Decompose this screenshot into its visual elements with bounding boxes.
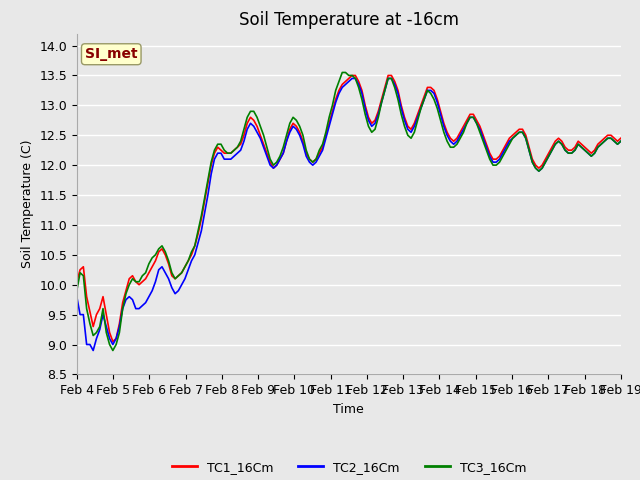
TC1_16Cm: [348, 72, 356, 78]
TC1_16Cm: [436, 108, 444, 114]
TC1_16Cm: [351, 72, 359, 78]
TC2_16Cm: [358, 91, 365, 96]
Line: TC1_16Cm: TC1_16Cm: [77, 75, 621, 341]
TC2_16Cm: [73, 294, 81, 300]
TC3_16Cm: [617, 138, 625, 144]
Text: SI_met: SI_met: [85, 47, 138, 61]
TC2_16Cm: [152, 279, 159, 285]
TC2_16Cm: [90, 348, 97, 353]
Title: Soil Temperature at -16cm: Soil Temperature at -16cm: [239, 11, 459, 29]
TC3_16Cm: [152, 252, 159, 258]
TC3_16Cm: [148, 255, 156, 261]
TC2_16Cm: [148, 288, 156, 294]
Legend: TC1_16Cm, TC2_16Cm, TC3_16Cm: TC1_16Cm, TC2_16Cm, TC3_16Cm: [166, 456, 531, 479]
TC3_16Cm: [109, 348, 116, 353]
X-axis label: Time: Time: [333, 403, 364, 416]
TC1_16Cm: [73, 279, 81, 285]
TC1_16Cm: [617, 135, 625, 141]
TC2_16Cm: [269, 165, 277, 171]
TC2_16Cm: [436, 111, 444, 117]
TC1_16Cm: [269, 165, 277, 171]
TC1_16Cm: [358, 87, 365, 93]
TC3_16Cm: [339, 70, 346, 75]
TC3_16Cm: [73, 288, 81, 294]
TC1_16Cm: [152, 258, 159, 264]
TC2_16Cm: [348, 75, 356, 81]
TC2_16Cm: [351, 75, 359, 81]
TC3_16Cm: [358, 96, 365, 102]
Line: TC2_16Cm: TC2_16Cm: [77, 78, 621, 350]
TC3_16Cm: [269, 162, 277, 168]
TC3_16Cm: [436, 118, 444, 123]
TC1_16Cm: [148, 264, 156, 270]
TC3_16Cm: [351, 75, 359, 81]
TC2_16Cm: [617, 138, 625, 144]
TC1_16Cm: [109, 338, 116, 344]
Y-axis label: Soil Temperature (C): Soil Temperature (C): [20, 140, 34, 268]
Line: TC3_16Cm: TC3_16Cm: [77, 72, 621, 350]
